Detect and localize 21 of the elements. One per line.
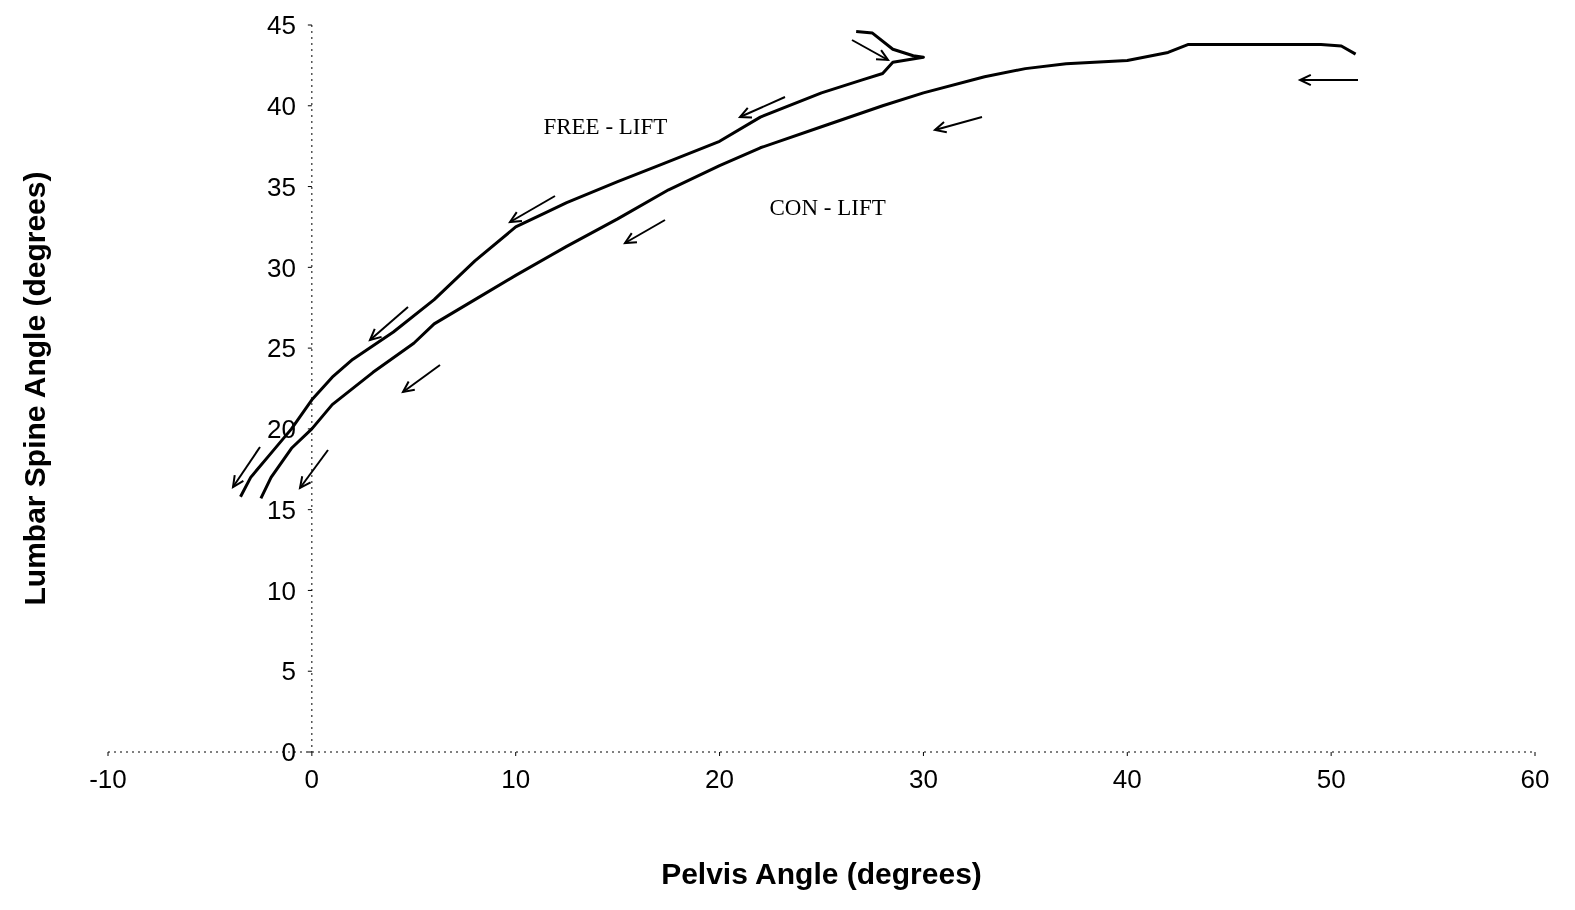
y-tick-label: 15: [266, 494, 296, 525]
y-tick-label: 40: [266, 91, 296, 122]
x-tick-label: 50: [1316, 764, 1346, 795]
x-tick-label: 20: [705, 764, 735, 795]
x-tick-label: 10: [501, 764, 531, 795]
y-tick-label: 0: [281, 737, 296, 768]
y-tick-label: 10: [266, 575, 296, 606]
x-tick-label: 40: [1112, 764, 1142, 795]
x-axis-title: Pelvis Angle (degrees): [661, 857, 982, 890]
y-tick-label: 25: [266, 333, 296, 364]
y-tick-label: 45: [266, 10, 296, 41]
y-tick-label: 5: [281, 656, 296, 687]
y-tick-label: 30: [266, 252, 296, 283]
series-label: FREE - LIFT: [543, 113, 668, 140]
text: CON - LIFT: [769, 194, 886, 221]
x-tick-label: 30: [908, 764, 938, 795]
x-tick-label: -10: [89, 764, 127, 795]
x-tick-label: 0: [304, 764, 320, 795]
y-axis-title: Lumbar Spine Angle (degrees): [17, 171, 51, 606]
y-tick-label: 35: [266, 171, 296, 202]
x-tick-label: 60: [1520, 764, 1550, 795]
